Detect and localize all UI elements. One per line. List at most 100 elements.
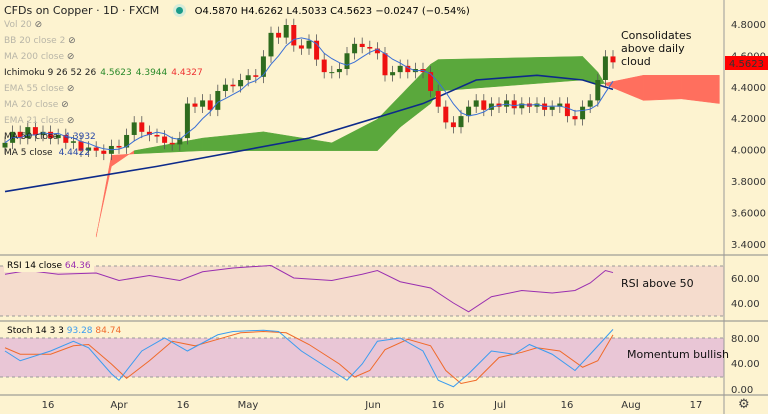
eye-hidden-icon[interactable]: ⊘ <box>63 116 75 126</box>
candle-bearish <box>382 53 388 76</box>
candle-bearish <box>428 72 434 91</box>
annotation-stoch: Momentum bullish <box>627 348 729 361</box>
legend-item[interactable]: MA 200 close ⊘ <box>4 52 74 62</box>
candle-bullish <box>557 103 563 107</box>
candle-bearish <box>154 134 160 137</box>
legend-label: BB 20 close 2 <box>4 36 66 46</box>
candle-bullish <box>124 134 130 148</box>
candle-bullish <box>390 72 396 76</box>
candle-bearish <box>116 145 122 148</box>
rsi-tick-label: 60.00 <box>731 274 760 285</box>
candle-bearish <box>276 32 282 38</box>
market-status-icon <box>176 7 184 14</box>
ichimoku-cloud-segment <box>437 56 583 92</box>
ma5-line <box>4 37 614 151</box>
candle-bullish <box>2 142 8 148</box>
stoch-tick-label: 0.00 <box>731 385 753 396</box>
legend-item[interactable]: EMA 21 close ⊘ <box>4 116 74 126</box>
rsi-band <box>0 266 724 316</box>
candle-bullish <box>283 25 289 38</box>
time-tick-label: Jul <box>493 400 506 411</box>
rsi-label: RSI 14 close <box>7 261 62 271</box>
ma50-line <box>4 74 614 193</box>
candle-bearish <box>367 46 373 49</box>
candle-bearish <box>32 127 38 135</box>
legend-label: MA 20 close <box>4 100 59 110</box>
candle-bearish <box>230 84 236 87</box>
candle-bullish <box>466 106 472 117</box>
time-tick-label: Jun <box>364 400 381 411</box>
time-tick-label: 17 <box>690 400 703 411</box>
annotation-cloud: Consolidates above daily cloud <box>621 29 692 68</box>
candle-bearish <box>564 103 570 117</box>
eye-hidden-icon[interactable]: ⊘ <box>65 36 76 46</box>
legend-item[interactable]: MA 5 close 4.4422 <box>4 148 90 158</box>
candle-bearish <box>298 45 304 49</box>
ichimoku-cloud-segment <box>95 155 112 238</box>
legend-value: 4.4422 <box>58 148 91 158</box>
eye-hidden-icon[interactable]: ⊘ <box>31 20 43 30</box>
ichimoku-cloud-segment <box>605 74 644 101</box>
price-tick-label: 3.8000 <box>731 177 766 188</box>
legend-item[interactable]: MA 20 close ⊘ <box>4 100 69 110</box>
candle-bearish <box>63 134 69 143</box>
candle-bearish <box>17 131 23 139</box>
candle-bullish <box>580 106 586 120</box>
price-tick-label: 4.8000 <box>731 20 766 31</box>
candle-bullish <box>55 134 61 139</box>
stoch-k-line <box>4 329 614 388</box>
legend-label: Vol 20 <box>4 20 32 30</box>
candle-bullish <box>352 43 358 54</box>
candle-bullish <box>86 147 92 151</box>
candle-bearish <box>146 131 152 135</box>
candle-bullish <box>602 56 608 80</box>
candle-bearish <box>139 122 145 132</box>
stoch-tick-label: 80.00 <box>731 334 760 345</box>
candle-bearish <box>48 131 54 139</box>
stoch-k-value: 93.28 <box>66 326 93 336</box>
price-tick-label: 4.0000 <box>731 146 766 157</box>
stoch-legend: Stoch 14 3 3 93.28 84.74 <box>4 325 125 337</box>
ichimoku-cloud-segment <box>643 75 682 101</box>
candle-bullish <box>458 116 464 128</box>
eye-hidden-icon[interactable]: ⊘ <box>64 52 75 62</box>
legend-item[interactable]: MA 50 close 4.3932 <box>4 132 96 142</box>
time-tick-label: May <box>238 400 259 411</box>
legend-item[interactable]: BB 20 close 2 ⊘ <box>4 36 76 46</box>
legend-label: MA 5 close <box>4 148 53 158</box>
candle-bearish <box>192 103 198 107</box>
legend-item[interactable]: Ichimoku 9 26 52 26 4.5623 4.3944 4.4327 <box>4 68 203 78</box>
candle-bearish <box>511 100 517 109</box>
settings-gear-icon[interactable]: ⚙ <box>738 397 750 412</box>
price-tick-label: 3.6000 <box>731 208 766 219</box>
candle-bullish <box>184 103 190 139</box>
last-price-marker <box>725 56 768 70</box>
legend-item[interactable]: Vol 20 ⊘ <box>4 20 42 30</box>
chart-header: CFDs on Copper · 1D · FXCM O4.5870 H4.62… <box>4 4 470 17</box>
symbol-title[interactable]: CFDs on Copper · 1D · FXCM <box>4 4 160 17</box>
annotation-rsi: RSI above 50 <box>621 277 694 290</box>
candle-bearish <box>481 100 487 110</box>
rsi-line <box>4 264 614 313</box>
candle-bullish <box>534 103 540 107</box>
legend-item[interactable]: EMA 55 close ⊘ <box>4 84 74 94</box>
candle-bullish <box>70 141 76 143</box>
stoch-d-value: 84.74 <box>95 326 122 336</box>
eye-hidden-icon[interactable]: ⊘ <box>58 100 69 110</box>
price-tick-label: 4.4000 <box>731 83 766 94</box>
eye-hidden-icon[interactable]: ⊘ <box>63 84 75 94</box>
candle-bearish <box>291 25 297 46</box>
candle-bearish <box>78 141 84 151</box>
time-tick-label: 16 <box>561 400 574 411</box>
legend-label: Ichimoku 9 26 52 26 <box>4 68 97 78</box>
candle-bearish <box>93 147 99 151</box>
candle-bullish <box>222 84 228 91</box>
ohlc-open: O4.5870 <box>194 6 238 17</box>
rsi-tick-label: 40.00 <box>731 299 760 310</box>
ohlc-close: C4.5623 <box>330 6 373 17</box>
candle-bearish <box>169 142 175 145</box>
candle-bullish <box>268 32 274 57</box>
stoch-label: Stoch 14 3 3 <box>7 326 64 336</box>
candle-bullish <box>25 127 31 139</box>
